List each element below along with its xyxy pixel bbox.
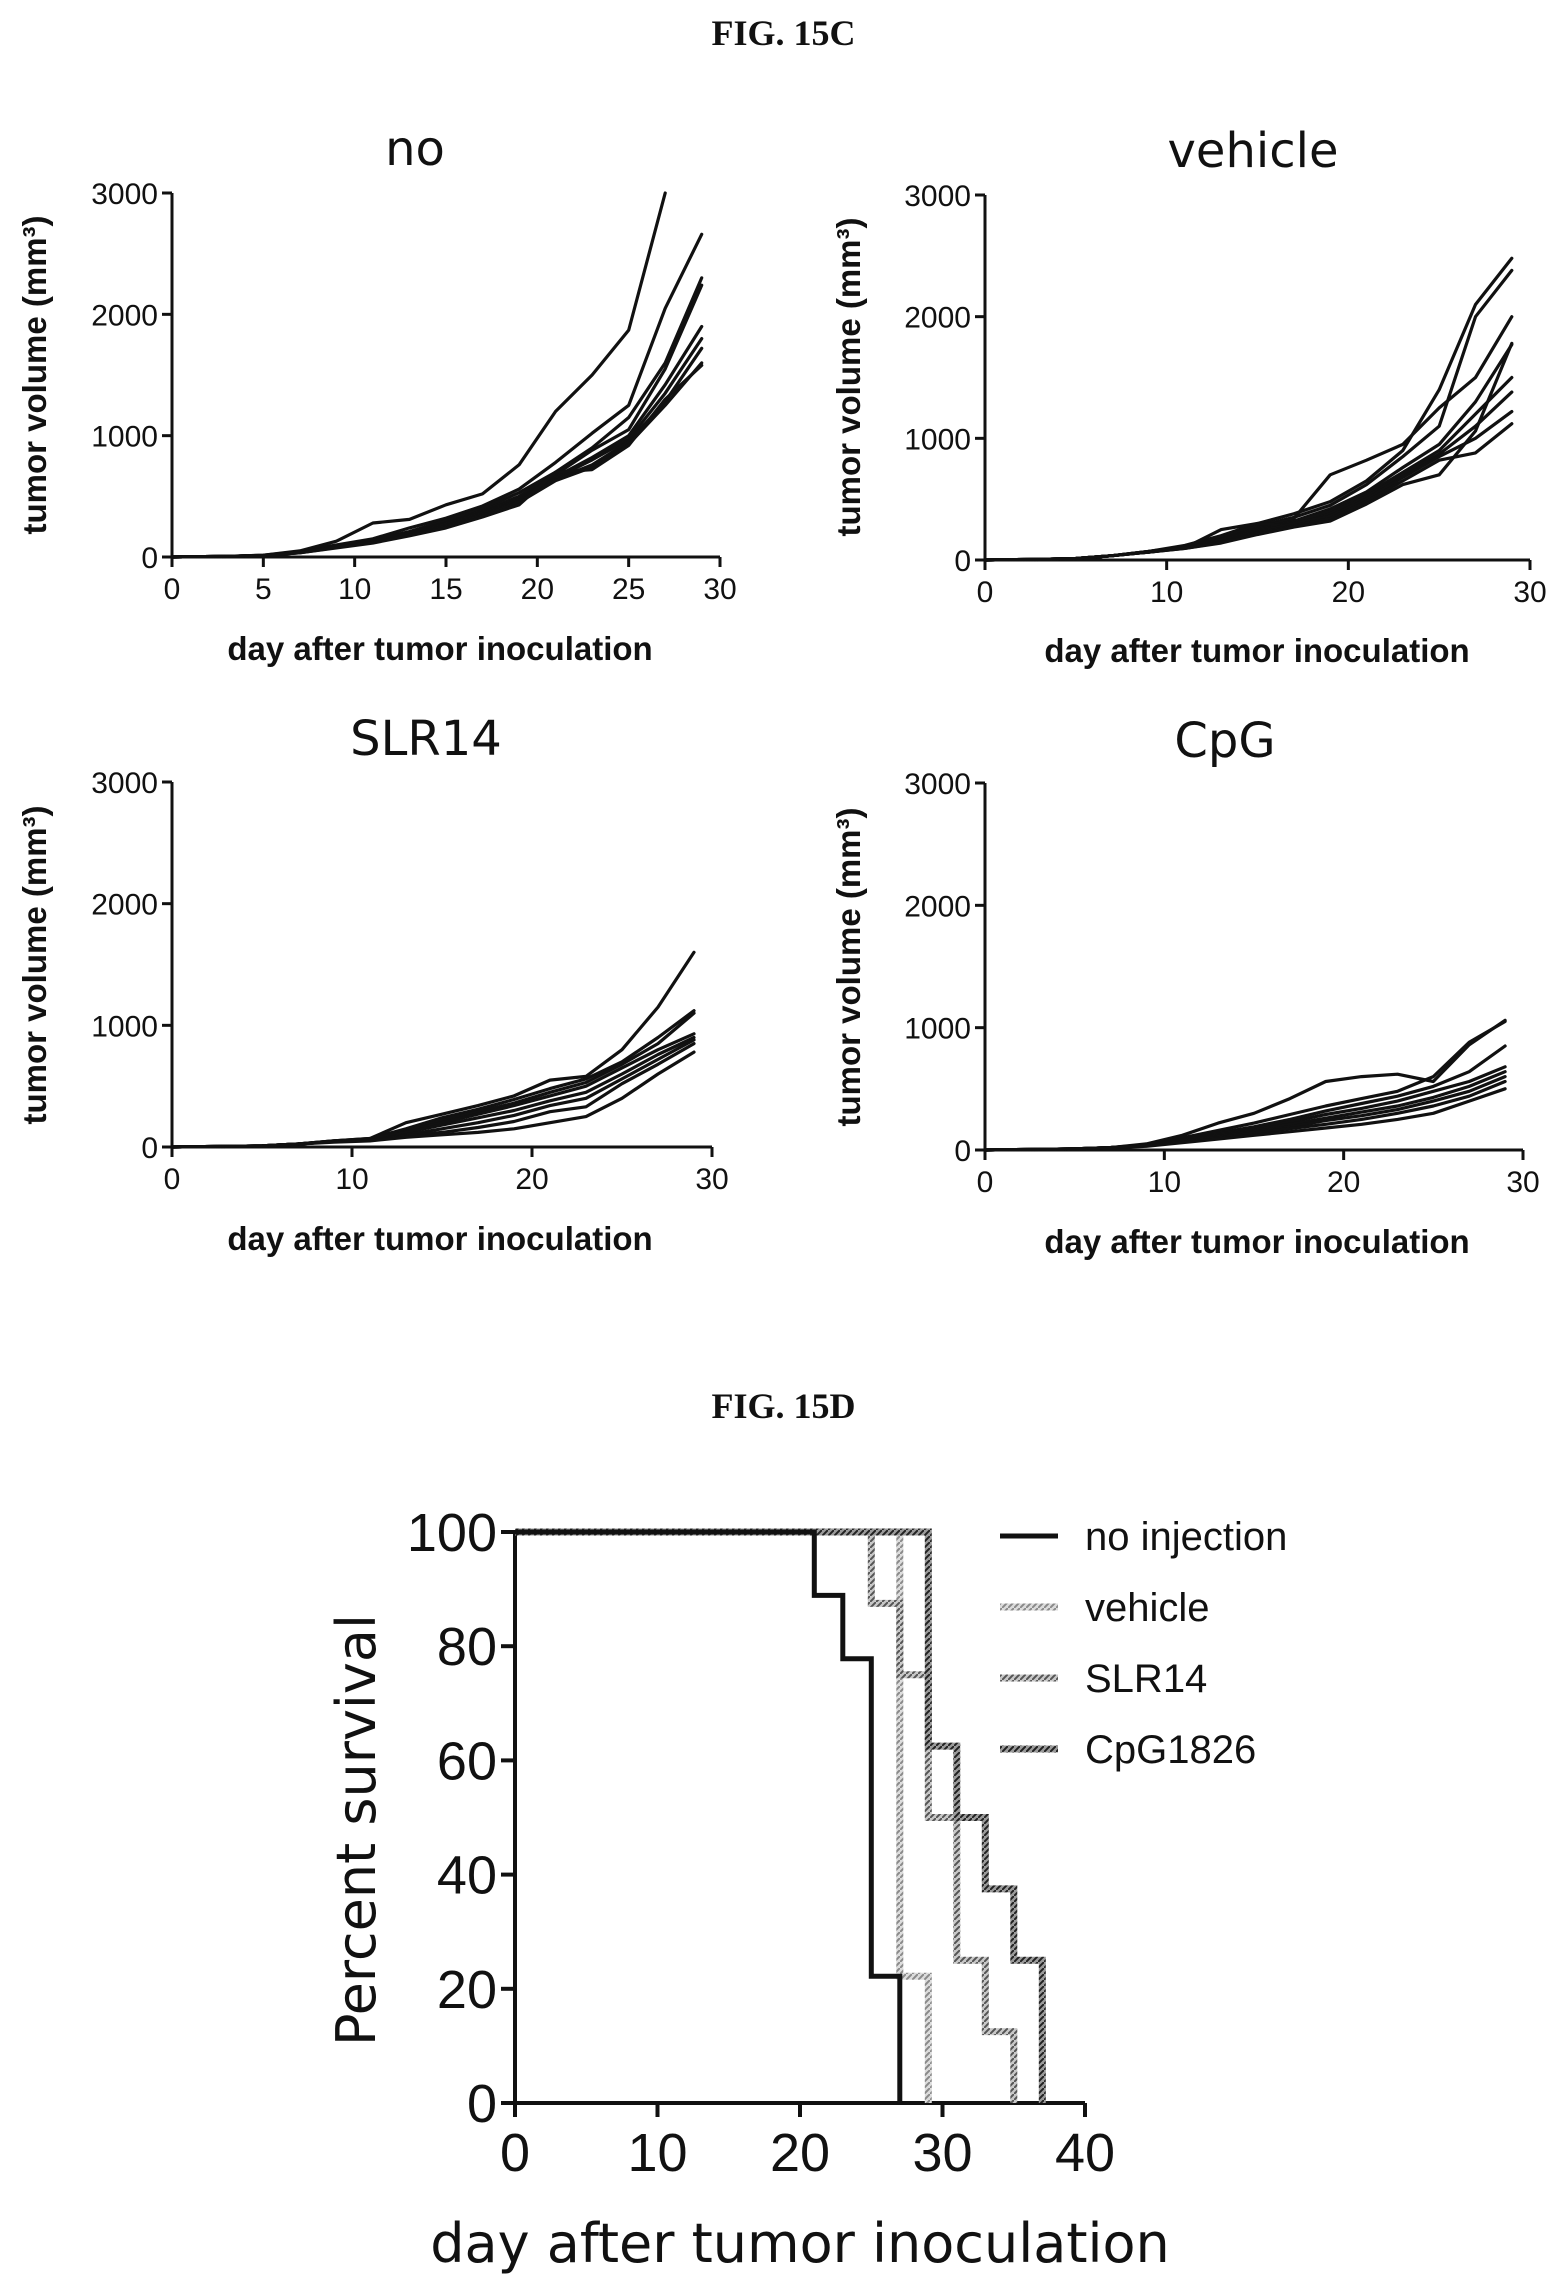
y-tick-label: 20 [437, 1960, 497, 2020]
y-tick-label: 100 [407, 1503, 497, 1563]
x-tick-label: 0 [500, 2123, 530, 2183]
legend-entry-label: no injection [1085, 1515, 1287, 1559]
y-tick-label: 2000 [904, 302, 971, 335]
series-line-3 [170, 276, 704, 559]
x-tick-label: 0 [164, 573, 181, 606]
x-tick-label: 20 [770, 2123, 830, 2183]
panel-title: CpG [1174, 713, 1275, 769]
y-tick-label: 60 [437, 1731, 497, 1791]
y-tick-label: 1000 [904, 423, 971, 456]
tumor-growth-panel-4: CpG 0 1000 2000 3000 0 10 20 30 day after tumor i… [830, 713, 1540, 1260]
figure-label-c: FIG. 15C [711, 13, 856, 53]
tumor-growth-panel-2: vehicle 0 1000 2000 3000 0 10 20 30 day after tum… [830, 123, 1547, 669]
series-line-8 [170, 361, 704, 559]
x-axis-label: day after tumor inoculation [1044, 1223, 1469, 1260]
y-tick-label: 3000 [904, 768, 971, 801]
x-tick-label: 0 [977, 1166, 994, 1199]
x-tick-label: 10 [1150, 576, 1183, 609]
y-axis-label: tumor volume (mm³) [16, 805, 53, 1124]
x-tick-label: 20 [1332, 576, 1365, 609]
y-tick-label: 0 [141, 1132, 158, 1165]
x-tick-label: 0 [164, 1163, 181, 1196]
figure-label-d: FIG. 15D [711, 1386, 856, 1426]
series-line-9 [170, 363, 704, 559]
x-tick-label: 30 [912, 2123, 972, 2183]
x-tick-label: 10 [1148, 1166, 1181, 1199]
legend-entry-label: CpG1826 [1085, 1728, 1256, 1772]
tumor-growth-panel-1: no 0 1000 2000 3000 0 5 10 15 20 25 30 day after tum… [16, 121, 737, 667]
y-tick-label: 2000 [91, 889, 158, 922]
series-line-5 [983, 1070, 1507, 1152]
legend-entry-label: vehicle [1085, 1586, 1210, 1630]
y-axis-label: tumor volume (mm³) [16, 215, 53, 534]
panel-title: SLR14 [350, 711, 502, 767]
y-axis-label: tumor volume (mm³) [830, 217, 867, 536]
y-tick-label: 2000 [91, 299, 158, 332]
y-tick-label: 0 [954, 1135, 971, 1168]
series-line-1 [170, 191, 667, 559]
survival-series-2 [515, 1528, 932, 2103]
x-tick-label: 30 [695, 1163, 728, 1196]
y-tick-label: 3000 [904, 180, 971, 213]
x-tick-label: 20 [515, 1163, 548, 1196]
x-tick-label: 20 [521, 573, 554, 606]
tumor-growth-panel-3: SLR14 0 1000 2000 3000 0 10 20 30 day after tumor… [16, 711, 729, 1257]
y-tick-label: 1000 [904, 1013, 971, 1046]
series-line-9 [983, 341, 1514, 562]
series-line-8 [983, 422, 1514, 562]
x-tick-label: 10 [627, 2123, 687, 2183]
x-tick-label: 15 [429, 573, 462, 606]
series-line-1 [983, 256, 1514, 562]
x-tick-label: 10 [335, 1163, 368, 1196]
y-tick-label: 0 [467, 2074, 497, 2134]
series-line-8 [983, 1087, 1507, 1152]
survival-chart: 0 20 40 60 80 100 0 10 20 30 40 day after tumor ino… [325, 1503, 1287, 2275]
x-tick-label: 30 [1506, 1166, 1539, 1199]
x-tick-label: 25 [612, 573, 645, 606]
x-tick-label: 30 [1513, 576, 1546, 609]
y-tick-label: 80 [437, 1617, 497, 1677]
y-tick-label: 0 [954, 545, 971, 578]
x-tick-label: 20 [1327, 1166, 1360, 1199]
y-tick-label: 3000 [91, 767, 158, 800]
x-tick-label: 30 [703, 573, 736, 606]
y-tick-label: 1000 [91, 421, 158, 454]
survival-series-3 [515, 1528, 1018, 2103]
x-tick-label: 5 [255, 573, 272, 606]
survival-series-1 [515, 1529, 903, 2103]
survival-series-4 [515, 1528, 1046, 2103]
series-line-1 [170, 950, 696, 1149]
series-line-8 [170, 1050, 696, 1149]
panel-title: no [385, 121, 445, 177]
y-tick-label: 0 [141, 542, 158, 575]
x-axis-label: day after tumor inoculation [430, 2212, 1170, 2275]
x-tick-label: 10 [338, 573, 371, 606]
x-tick-label: 40 [1055, 2123, 1115, 2183]
panel-title: vehicle [1168, 123, 1339, 179]
y-tick-label: 3000 [91, 178, 158, 211]
y-axis-label: Percent survival [325, 1614, 388, 2046]
y-axis-label: tumor volume (mm³) [830, 807, 867, 1126]
y-tick-label: 40 [437, 1846, 497, 1906]
x-axis-label: day after tumor inoculation [1044, 632, 1469, 669]
x-axis-label: day after tumor inoculation [227, 1220, 652, 1257]
series-line-5 [983, 375, 1514, 562]
x-axis-label: day after tumor inoculation [227, 630, 652, 667]
x-tick-label: 0 [977, 576, 994, 609]
y-tick-label: 1000 [91, 1010, 158, 1043]
legend-entry-label: SLR14 [1085, 1657, 1207, 1701]
y-tick-label: 2000 [904, 890, 971, 923]
